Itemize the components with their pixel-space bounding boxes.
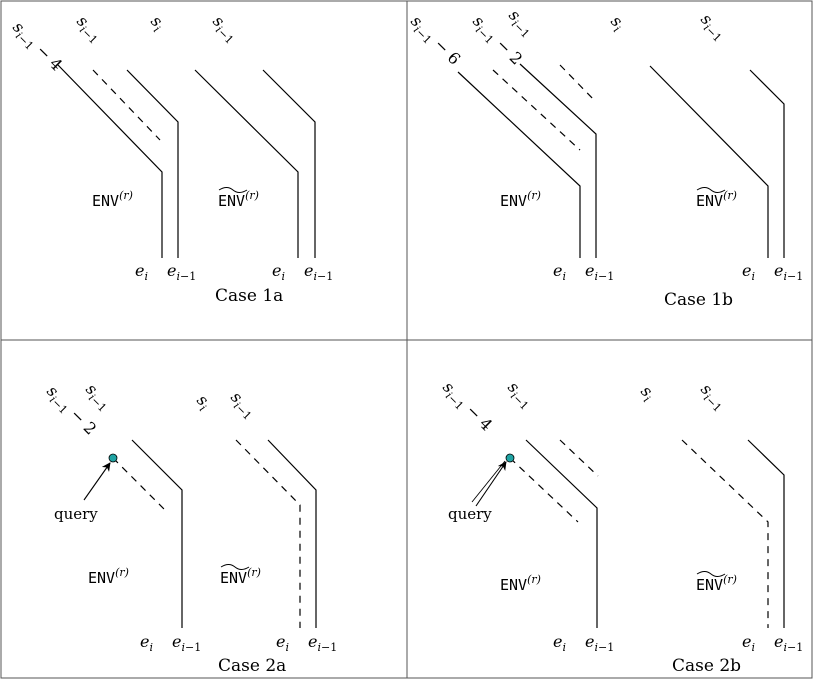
panel-case-1a: si−1 − 4 si−1 si si−1 ENV(r) ENV(r) ei e… xyxy=(7,11,333,306)
caption: Case 1b xyxy=(664,290,733,310)
edge-label-e-i-tilde: ei xyxy=(276,632,289,654)
label-s-i: si xyxy=(605,11,629,35)
tilde-envelope-line xyxy=(681,439,769,628)
label-s-i: si xyxy=(145,11,169,35)
panel-case-1b: si−1 − 6 si−1 − 2 si−1 si si−1 ENV(r) EN… xyxy=(405,5,803,310)
label-s-i-minus-1-b: si−1 xyxy=(695,379,730,414)
tilde-edge-line xyxy=(749,69,785,258)
dashed-sweep-line xyxy=(509,457,579,523)
tilde-edge-line xyxy=(267,439,317,628)
query-label: query xyxy=(54,505,98,523)
edge-e-i-minus-1-line xyxy=(525,439,598,628)
env-tilde-label: ENV(r) xyxy=(218,189,259,210)
envelope-line xyxy=(57,64,163,258)
lines xyxy=(57,64,316,258)
label-s-i-minus-1-a: si−1 xyxy=(502,377,537,412)
env-label: ENV(r) xyxy=(500,189,541,210)
edge-label-e-i-minus-1-tilde: ei−1 xyxy=(774,632,803,654)
edge-label-e-i: ei xyxy=(135,261,148,283)
envelope-line xyxy=(457,71,581,258)
tilde-mark xyxy=(696,187,726,193)
edge-e-i-minus-1-line xyxy=(519,63,597,258)
label-s-i-minus-1-b: si−1 xyxy=(225,387,260,422)
edge-label-e-i-minus-1-tilde: ei−1 xyxy=(304,261,333,283)
edge-label-e-i: ei xyxy=(140,632,153,654)
env-tilde-label: ENV(r) xyxy=(220,566,261,587)
panel-case-2a: query si−1 − 2 si−1 si si−1 ENV(r) ENV(r… xyxy=(43,379,337,676)
tilde-edge-line xyxy=(747,439,785,628)
label-s-i-minus-1-b: si−1 xyxy=(207,11,242,46)
tilde-envelope-line xyxy=(649,65,769,258)
env-label: ENV(r) xyxy=(88,566,129,587)
edge-label-e-i-minus-1: ei−1 xyxy=(172,632,201,654)
env-label: ENV(r) xyxy=(92,189,133,210)
caption: Case 2b xyxy=(672,656,741,676)
query-arrow-b xyxy=(471,460,506,503)
query-point xyxy=(108,453,118,463)
label-s-i: si xyxy=(191,390,215,414)
edge-label-e-i-minus-1: ei−1 xyxy=(585,261,614,283)
edge-e-i-minus-1-line xyxy=(131,439,183,628)
dashed-sweep-line xyxy=(92,69,161,141)
label-s-i-minus-1-minus-4: si−1 − 4 xyxy=(437,377,496,436)
lines xyxy=(509,439,785,628)
caption: Case 1a xyxy=(215,286,283,306)
tilde-envelope-line xyxy=(235,439,301,628)
label-s-i-minus-1-a: si−1 xyxy=(503,5,538,40)
env-tilde-label: ENV(r) xyxy=(696,573,737,594)
edge-label-e-i-minus-1-tilde: ei−1 xyxy=(774,261,803,283)
query-label: query xyxy=(448,505,492,523)
env-tilde-label: ENV(r) xyxy=(696,189,737,210)
edge-label-e-i-tilde: ei xyxy=(742,261,755,283)
env-label: ENV(r) xyxy=(500,573,541,594)
edge-label-e-i-tilde: ei xyxy=(272,261,285,283)
label-s-i-minus-1-a: si−1 xyxy=(71,11,106,46)
lines xyxy=(457,63,785,258)
dashed-sweep-line xyxy=(492,69,581,151)
query-point xyxy=(505,453,515,463)
edge-label-e-i: ei xyxy=(553,632,566,654)
caption: Case 2a xyxy=(218,656,286,676)
query-arrow xyxy=(83,462,111,501)
lines xyxy=(112,439,317,628)
query-arrow xyxy=(475,461,507,507)
label-s-i: si xyxy=(635,381,659,405)
label-s-i-minus-1-minus-6: si−1 − 6 xyxy=(405,11,464,70)
tilde-mark xyxy=(696,571,726,577)
tilde-mark xyxy=(218,187,248,193)
edge-label-e-i-minus-1: ei−1 xyxy=(167,261,196,283)
tilde-edge-line xyxy=(262,69,316,258)
dashed-short-line xyxy=(559,64,597,103)
dashed-short-line xyxy=(559,439,599,477)
label-s-i-minus-1-minus-4: si−1 − 4 xyxy=(7,17,66,76)
label-s-i-minus-1-b: si−1 xyxy=(695,9,730,44)
edge-label-e-i-minus-1: ei−1 xyxy=(585,632,614,654)
edge-label-e-i: ei xyxy=(553,261,566,283)
tilde-envelope-line xyxy=(194,69,299,258)
tilde-mark xyxy=(220,564,250,570)
edge-label-e-i-tilde: ei xyxy=(742,632,755,654)
edge-label-e-i-minus-1-tilde: ei−1 xyxy=(308,632,337,654)
edge-e-i-minus-1-line xyxy=(126,69,179,258)
panel-case-2b: query si−1 − 4 si−1 si si−1 ENV(r) ENV(r… xyxy=(437,377,803,676)
